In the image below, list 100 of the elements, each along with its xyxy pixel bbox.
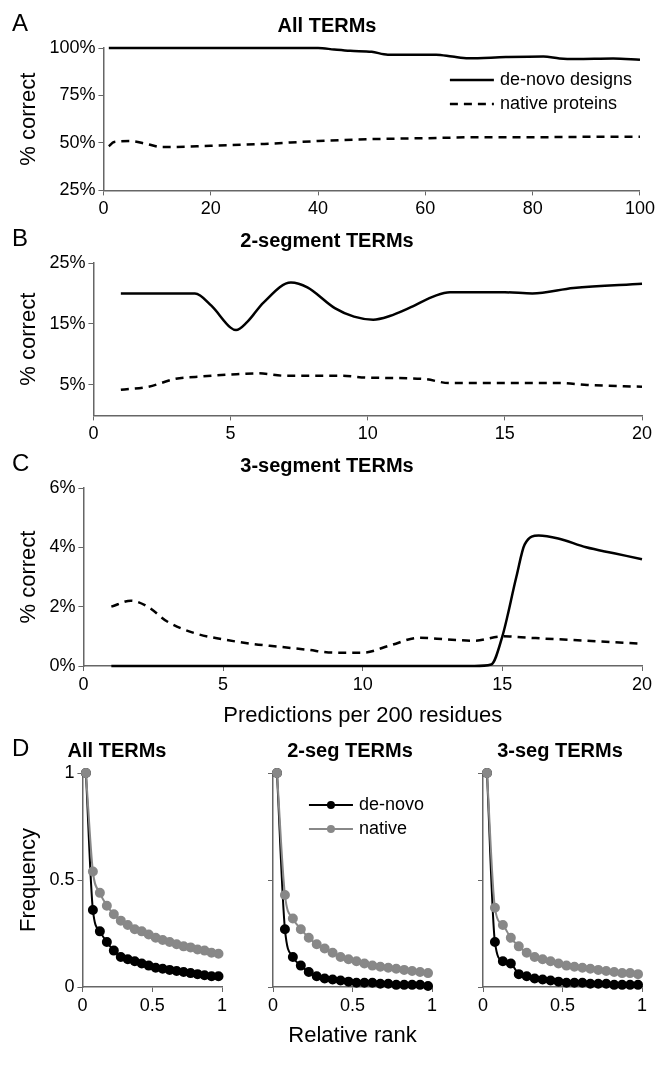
point (94, 926, 105, 937)
x-tick-label: 10 (352, 673, 373, 694)
y-tick-label: 2% (49, 595, 76, 616)
legend-label: de-novo designs (499, 68, 632, 89)
point (287, 952, 298, 963)
y-tick-label: 4% (49, 536, 76, 557)
chart-title: 3-segment TERMs (240, 453, 414, 476)
point (529, 952, 540, 963)
point (489, 902, 500, 913)
point (513, 969, 524, 980)
point (367, 977, 378, 988)
y-tick-label: 0% (49, 654, 76, 675)
point (633, 969, 644, 980)
point (327, 947, 338, 958)
point (279, 924, 290, 935)
chart-title: All TERMs (67, 738, 167, 761)
point (407, 965, 418, 976)
x-tick-label: 1 (216, 994, 228, 1015)
point (115, 915, 126, 926)
line-series (107, 135, 642, 149)
point (545, 956, 556, 967)
point (391, 963, 402, 974)
point (359, 958, 370, 969)
y-tick-label: 6% (49, 476, 76, 497)
chart-title: 2-segment TERMs (240, 228, 414, 251)
point (593, 978, 604, 989)
y-axis-title: Frequency (15, 828, 41, 932)
legend-label: native proteins (499, 92, 617, 113)
point (497, 919, 508, 930)
point (87, 904, 98, 915)
point (359, 977, 370, 988)
y-tick-label: 5% (59, 373, 86, 394)
point (585, 978, 596, 989)
point (521, 947, 532, 958)
point (497, 956, 508, 967)
point (122, 919, 133, 930)
point (101, 900, 112, 911)
point (577, 977, 588, 988)
y-tick-label: 25% (59, 179, 96, 200)
chart-title: All TERMs (277, 13, 377, 36)
y-tick-label: 25% (49, 251, 86, 272)
y-tick-label: 75% (59, 84, 96, 105)
point (399, 964, 410, 975)
x-tick-label: 20 (631, 673, 653, 694)
point (577, 962, 588, 973)
point (529, 973, 540, 984)
line-series (119, 281, 644, 332)
y-tick-label: 1 (64, 761, 75, 782)
legend-label: native (358, 817, 407, 838)
y-tick-label: 0 (64, 975, 75, 996)
point (569, 977, 580, 988)
point (295, 924, 306, 935)
x-tick-label: 0.5 (139, 994, 165, 1015)
point (537, 954, 548, 965)
x-axis-title: Predictions per 200 residues (223, 701, 503, 727)
x-tick-label: 0 (98, 198, 109, 219)
point (423, 980, 434, 991)
text: A (12, 8, 29, 36)
x-tick-label: 40 (308, 198, 329, 219)
point (505, 958, 516, 969)
point (625, 968, 636, 979)
point (279, 889, 290, 900)
point (423, 968, 434, 979)
line-series (107, 46, 642, 62)
x-tick-label: 100 (624, 198, 656, 219)
point (108, 909, 119, 920)
legend-label: de-novo (358, 793, 425, 814)
point (303, 967, 314, 978)
y-axis-title: % correct (15, 530, 41, 624)
x-tick-label: 1 (636, 994, 648, 1015)
point (489, 937, 500, 948)
x-tick-label: 0.5 (549, 994, 576, 1015)
point (343, 976, 354, 987)
point (108, 945, 119, 956)
point (601, 978, 612, 989)
x-axis-title: Relative rank (288, 1021, 418, 1047)
point (383, 978, 394, 989)
x-tick-label: 5 (218, 673, 229, 694)
x-tick-label: 10 (357, 423, 378, 444)
point (585, 963, 596, 974)
y-tick-label: 50% (59, 131, 96, 152)
y-axis-title: % correct (15, 292, 41, 386)
point (415, 979, 426, 990)
point (319, 943, 330, 954)
x-tick-label: 1 (426, 994, 438, 1015)
point (287, 913, 298, 924)
point (375, 978, 386, 989)
point (311, 971, 322, 982)
line-series (110, 534, 644, 668)
point (311, 939, 322, 950)
point (303, 932, 314, 943)
point (383, 962, 394, 973)
point (561, 977, 572, 988)
x-tick-label: 15 (492, 673, 513, 694)
point (343, 954, 354, 965)
point (415, 967, 426, 978)
y-tick-label: 0.5 (49, 868, 75, 889)
x-tick-label: 0 (267, 994, 279, 1015)
point (335, 952, 346, 963)
point (505, 932, 516, 943)
